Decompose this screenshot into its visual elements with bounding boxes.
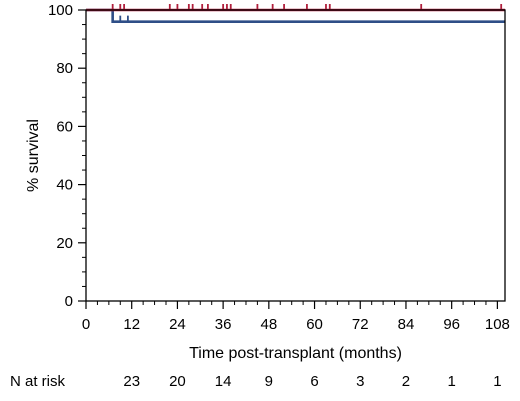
risk-table: 23 20 14 9 6 3 2 1 1 bbox=[123, 373, 501, 390]
x-axis-title: Time post-transplant (months) bbox=[189, 345, 402, 362]
risk-count: 9 bbox=[265, 373, 273, 390]
x-tick-label: 72 bbox=[352, 316, 369, 333]
risk-count: 14 bbox=[215, 373, 232, 390]
x-tick-label: 84 bbox=[398, 316, 415, 333]
y-tick-label: 100 bbox=[48, 2, 73, 19]
risk-table-label: N at risk bbox=[10, 373, 66, 390]
x-tick-label: 24 bbox=[169, 316, 186, 333]
y-tick-label: 0 bbox=[65, 293, 73, 310]
risk-count: 20 bbox=[169, 373, 186, 390]
risk-count: 1 bbox=[493, 373, 501, 390]
x-tick-label: 108 bbox=[485, 316, 510, 333]
risk-count: 6 bbox=[310, 373, 318, 390]
risk-count: 1 bbox=[448, 373, 456, 390]
risk-count: 23 bbox=[123, 373, 140, 390]
x-tick-label: 96 bbox=[443, 316, 460, 333]
x-tick-label: 0 bbox=[82, 316, 90, 333]
risk-count: 3 bbox=[356, 373, 364, 390]
y-axis-title: % survival bbox=[25, 119, 42, 192]
x-tick-label: 36 bbox=[215, 316, 232, 333]
y-tick-label: 60 bbox=[56, 118, 73, 135]
axis-ticks: 0 12 24 36 48 60 72 84 96 108 0 20 40 60 80 100 bbox=[48, 2, 510, 333]
survival-curve bbox=[86, 8, 505, 23]
x-tick-label: 12 bbox=[123, 316, 140, 333]
x-tick-label: 48 bbox=[260, 316, 277, 333]
y-tick-label: 40 bbox=[56, 177, 73, 194]
y-tick-label: 20 bbox=[56, 235, 73, 252]
series-layer bbox=[86, 4, 505, 23]
x-tick-label: 60 bbox=[306, 316, 323, 333]
risk-count: 2 bbox=[402, 373, 410, 390]
y-tick-label: 80 bbox=[56, 60, 73, 77]
plot-frame bbox=[85, 9, 506, 302]
